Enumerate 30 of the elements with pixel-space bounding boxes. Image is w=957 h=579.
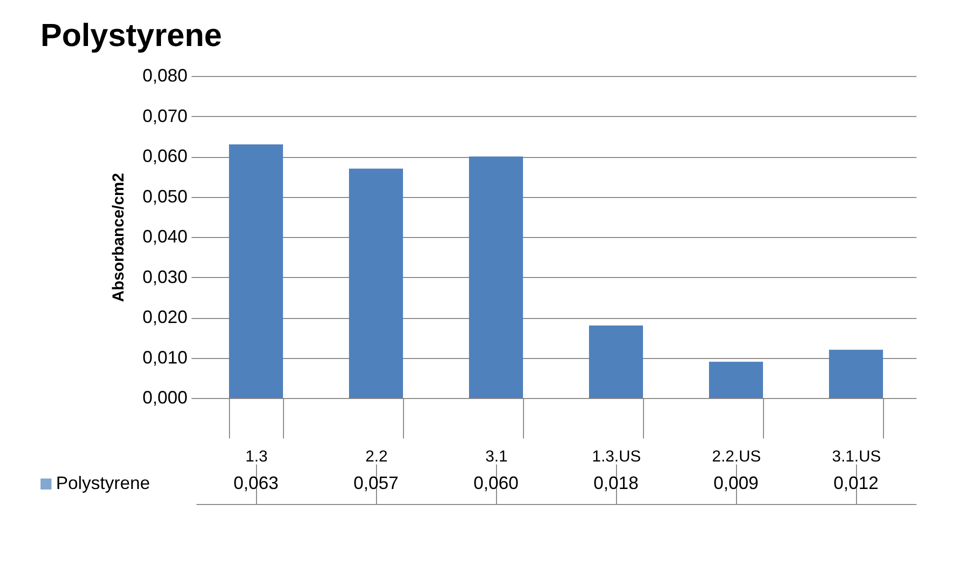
x-tick-label: 3.1 [485,448,508,466]
bar [709,362,763,398]
data-label: 0,057 [353,473,399,493]
y-tick-label: 0,080 [142,66,188,86]
y-tick-label: 0,030 [142,266,188,287]
data-label: 0,009 [713,473,759,493]
x-tick-label: 1.3.US [592,448,641,466]
data-label: 0,060 [473,473,519,493]
x-tick-label: 2.2.US [712,448,761,466]
x-tick-label: 2.2 [365,448,388,466]
bar [229,144,283,398]
y-tick-label: 0,060 [142,146,188,166]
y-tick-label: 0,010 [142,347,188,368]
y-tick-label: 0,070 [142,106,188,126]
data-label: 0,018 [593,473,639,493]
bar [589,326,643,398]
y-tick-label: 0,000 [142,388,188,408]
legend-label: Polystyrene [56,473,150,493]
data-label: 0,063 [233,473,279,493]
y-tick-label: 0,050 [142,186,188,206]
x-tick-label: 3.1.US [832,448,881,466]
y-axis-title: Absorbance/cm2 [110,172,128,302]
bar [829,350,883,398]
data-label: 0,012 [833,473,879,493]
bar [469,156,523,398]
y-tick-label: 0,020 [142,307,188,327]
bar [349,168,403,398]
y-tick-label: 0,040 [142,226,188,246]
chart-title: Polystyrene [40,17,222,53]
x-tick-label: 1.3 [245,448,268,466]
